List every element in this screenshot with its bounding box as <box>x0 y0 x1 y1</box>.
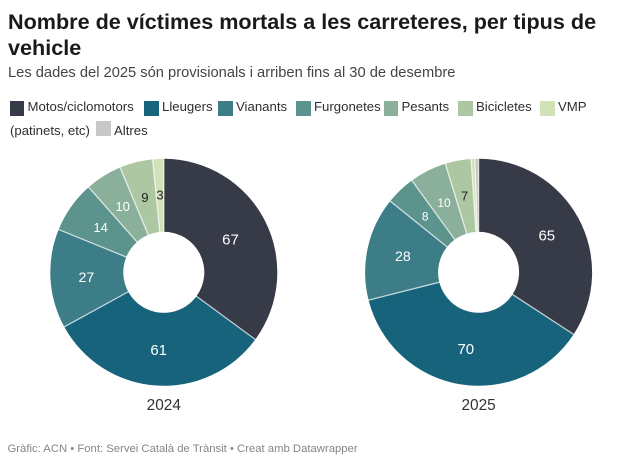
svg-text:61: 61 <box>150 342 167 359</box>
svg-text:10: 10 <box>437 196 451 210</box>
svg-text:8: 8 <box>422 209 429 223</box>
svg-text:28: 28 <box>395 249 411 265</box>
svg-text:65: 65 <box>538 228 555 245</box>
svg-text:10: 10 <box>115 199 129 214</box>
svg-text:70: 70 <box>457 341 474 358</box>
svg-text:14: 14 <box>93 220 107 235</box>
svg-text:2025: 2025 <box>461 397 495 414</box>
svg-text:27: 27 <box>79 270 95 286</box>
svg-text:67: 67 <box>222 231 239 248</box>
svg-text:9: 9 <box>141 190 148 205</box>
svg-text:3: 3 <box>156 188 163 203</box>
svg-text:2024: 2024 <box>147 397 182 414</box>
svg-text:7: 7 <box>461 189 468 204</box>
